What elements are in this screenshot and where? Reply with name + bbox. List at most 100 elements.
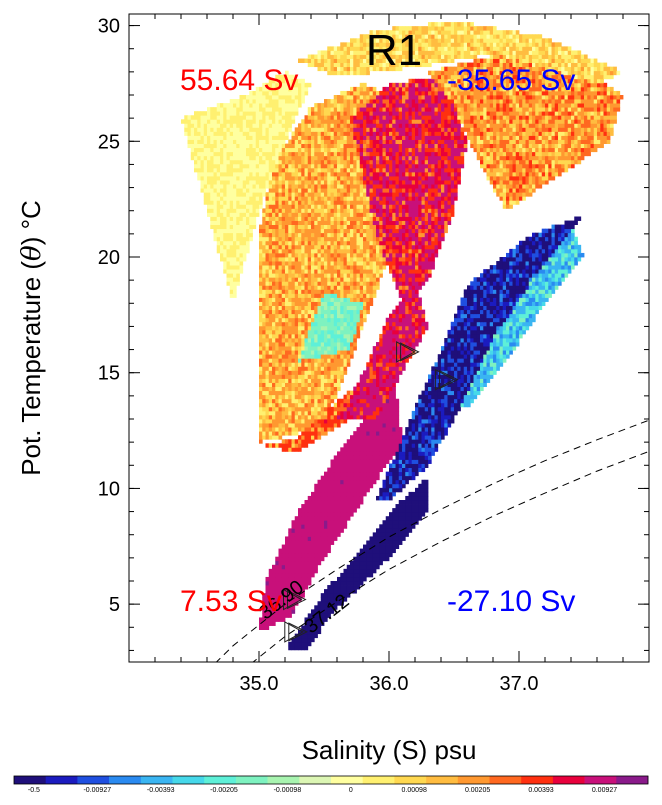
data-cell [301,589,305,594]
data-cell [376,402,380,408]
data-cell [395,475,400,481]
data-cell [324,358,328,363]
data-cell [444,410,448,416]
data-cell [437,244,442,250]
data-cell [444,406,448,412]
data-cell [262,236,266,242]
data-cell [528,265,533,270]
data-cell [294,252,299,258]
data-cell [356,431,361,436]
data-cell [483,317,487,323]
data-cell [262,261,266,266]
data-cell [278,564,283,570]
data-cell [285,301,289,306]
data-cell [343,252,348,258]
data-cell [480,358,484,363]
data-cell [359,427,364,432]
data-cell [333,333,338,339]
data-cell [392,390,396,396]
data-cell [366,447,370,452]
data-cell [291,362,296,367]
data-cell [265,423,270,428]
data-cell [369,548,374,554]
data-cell [395,325,400,331]
data-cell [314,487,318,493]
data-cell [353,435,357,440]
data-cell [324,220,328,225]
data-cell [239,269,244,274]
data-cell [450,382,455,387]
data-cell [411,224,416,230]
data-cell [369,224,374,230]
data-cell [337,386,341,392]
data-cell [304,252,309,258]
data-cell [346,471,351,477]
data-cell [265,374,270,379]
data-cell [265,370,270,375]
data-cell [421,236,426,242]
data-cell [411,504,416,509]
data-cell [268,309,273,315]
data-cell [285,317,289,323]
data-cell [281,224,286,230]
data-cell [350,410,354,416]
data-cell [304,581,309,586]
data-cell [415,471,419,477]
data-cell [509,281,513,286]
data-cell [304,524,309,529]
data-cell [311,568,315,574]
data-cell [535,252,539,258]
data-cell [311,394,315,400]
data-cell [369,459,374,464]
data-cell [424,419,429,424]
data-cell [369,281,374,286]
data-cell [353,224,357,230]
data-cell [379,406,383,412]
data-cell [285,346,289,351]
data-cell [278,277,283,282]
data-cell [363,297,367,302]
data-cell [532,297,536,302]
data-cell [421,447,426,452]
data-cell [535,277,539,282]
data-cell [489,265,494,270]
data-cell [418,414,422,420]
data-cell [363,439,367,444]
data-cell [541,244,546,250]
data-cell [327,410,331,416]
data-cell [350,329,354,335]
data-cell [421,491,426,497]
data-cell [450,342,455,347]
data-cell [532,309,536,315]
data-cell [359,487,364,493]
data-cell [372,439,377,444]
data-cell [311,625,315,630]
data-cell [450,333,455,339]
data-cell [376,471,380,477]
data-cell [408,508,413,513]
data-cell [545,244,549,250]
data-cell [291,402,296,408]
data-cell [314,414,318,420]
data-cell [463,297,468,302]
data-cell [415,455,419,460]
data-cell [421,394,426,400]
data-cell [340,597,344,602]
data-cell [262,277,266,282]
data-cell [314,556,318,562]
data-cell [350,447,354,452]
data-cell [392,487,396,493]
data-cell [288,265,292,270]
data-cell [473,333,478,339]
data-cell [506,309,510,315]
data-cell [369,568,374,574]
data-cell [509,269,513,274]
data-cell [220,240,224,246]
data-cell [262,593,266,598]
data-cell [278,228,283,234]
data-cell [356,325,361,331]
data-cell [441,386,445,392]
data-cell [457,346,461,351]
data-cell [363,459,367,464]
